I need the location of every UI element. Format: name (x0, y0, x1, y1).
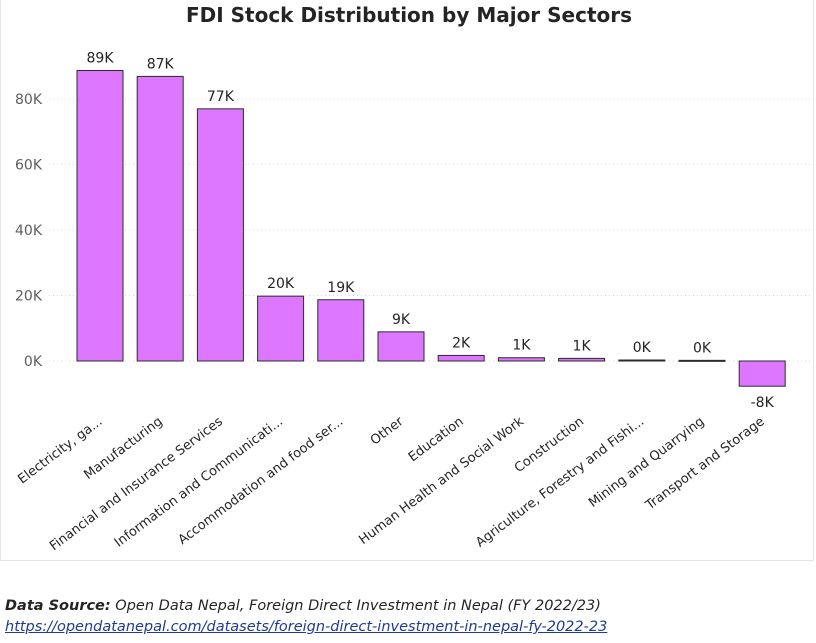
y-tick-label: 80K (15, 92, 43, 108)
bar (558, 357, 606, 362)
data-label: 2K (452, 335, 471, 351)
bar (196, 108, 244, 362)
data-source-label: Data Source: (5, 598, 111, 614)
data-label: 0K (633, 340, 652, 356)
x-tick-label: Mining and Quarrying (586, 414, 707, 511)
bar (317, 299, 365, 362)
data-label: 20K (267, 276, 295, 292)
data-label: 0K (693, 340, 712, 356)
bar (136, 75, 184, 362)
bar (377, 331, 425, 362)
bar (678, 359, 726, 362)
bar (618, 359, 666, 362)
data-label: 1K (573, 338, 592, 354)
chart-title: FDI Stock Distribution by Major Sectors (185, 3, 633, 27)
bar (497, 357, 545, 362)
data-label: 19K (327, 280, 355, 296)
data-label: 77K (207, 89, 235, 105)
data-source-link[interactable]: https://opendatanepal.com/datasets/forei… (5, 619, 608, 635)
x-tick-label: Education (406, 414, 467, 465)
y-tick-label: 0K (24, 354, 43, 370)
y-tick-label: 20K (15, 289, 43, 305)
bar (437, 354, 485, 362)
data-source-line: Data Source: Open Data Nepal, Foreign Di… (5, 596, 607, 617)
data-label: 1K (512, 338, 531, 354)
data-label: 9K (392, 312, 411, 328)
data-source-text: Open Data Nepal, Foreign Direct Investme… (110, 598, 601, 614)
bar (738, 360, 786, 387)
x-tick-label: Other (368, 414, 407, 449)
y-tick-label: 60K (15, 158, 43, 174)
footer: Data Source: Open Data Nepal, Foreign Di… (5, 596, 607, 638)
data-label: 89K (87, 51, 115, 67)
data-label: -8K (751, 395, 775, 411)
data-label: 87K (147, 56, 175, 72)
y-tick-label: 40K (15, 223, 43, 239)
chart-panel: FDI Stock Distribution by Major Sectors … (0, 0, 814, 561)
x-tick-label: Transport and Storage (642, 414, 767, 514)
bar (257, 295, 305, 362)
bar (76, 70, 124, 362)
